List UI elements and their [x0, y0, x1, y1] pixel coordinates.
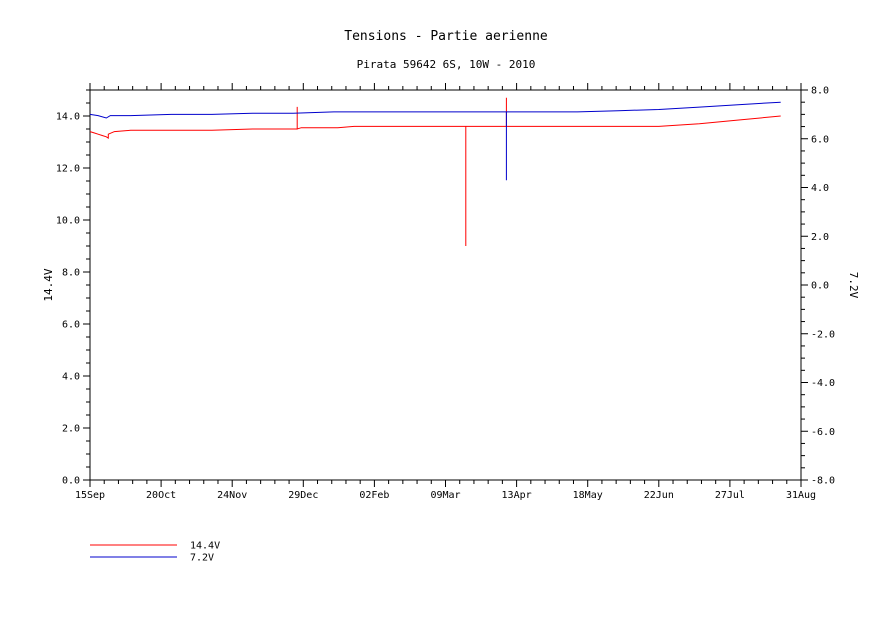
x-tick-label: 24Nov — [217, 490, 247, 501]
x-tick-label: 29Dec — [288, 490, 318, 501]
x-tick-label: 02Feb — [359, 490, 389, 501]
x-tick-label: 09Mar — [430, 490, 460, 501]
y-left-tick-label: 4.0 — [62, 372, 80, 383]
y-axis-right-label: 7.2V — [847, 272, 860, 299]
y-left-tick-label: 14.0 — [56, 112, 80, 123]
y-axis-left-label: 14.4V — [42, 268, 55, 301]
series-line-1 — [89, 97, 781, 246]
y-right-tick-label: 4.0 — [811, 183, 829, 194]
chart-subtitle: Pirata 59642 6S, 10W - 2010 — [357, 58, 536, 71]
x-tick-label: 15Sep — [75, 490, 105, 501]
legend-label: 7.2V — [190, 553, 214, 564]
y-right-tick-label: 6.0 — [811, 134, 829, 145]
x-tick-label: 31Aug — [786, 490, 816, 501]
y-left-tick-label: 8.0 — [62, 268, 80, 279]
y-right-tick-label: -8.0 — [811, 476, 835, 487]
plot-frame — [89, 89, 802, 481]
x-tick-label: 27Jul — [715, 490, 745, 501]
y-left-tick-label: 2.0 — [62, 424, 80, 435]
x-tick-label: 18May — [573, 490, 603, 501]
y-right-tick-label: 2.0 — [811, 232, 829, 243]
chart-title: Tensions - Partie aerienne — [344, 29, 548, 44]
y-right-tick-label: -2.0 — [811, 329, 835, 340]
y-left-tick-label: 6.0 — [62, 320, 80, 331]
y-left-tick-label: 10.0 — [56, 216, 80, 227]
ticks-layer: 15Sep 20Oct 24Nov 29Dec 02Feb 09Mar 13Apr 18May… — [56, 83, 835, 501]
x-tick-label: 20Oct — [146, 490, 176, 501]
x-tick-label: 13Apr — [502, 490, 532, 501]
legend: 14.4V7.2V — [90, 541, 220, 564]
y-right-tick-label: -4.0 — [811, 378, 835, 389]
series-layer — [89, 97, 781, 246]
legend-label: 14.4V — [190, 541, 220, 552]
y-left-tick-label: 12.0 — [56, 164, 80, 175]
y-right-tick-label: 8.0 — [811, 86, 829, 97]
x-tick-label: 22Jun — [644, 490, 674, 501]
y-right-tick-label: -6.0 — [811, 427, 835, 438]
series-line-2 — [89, 101, 781, 181]
y-left-tick-label: 0.0 — [62, 476, 80, 487]
y-right-tick-label: 0.0 — [811, 281, 829, 292]
